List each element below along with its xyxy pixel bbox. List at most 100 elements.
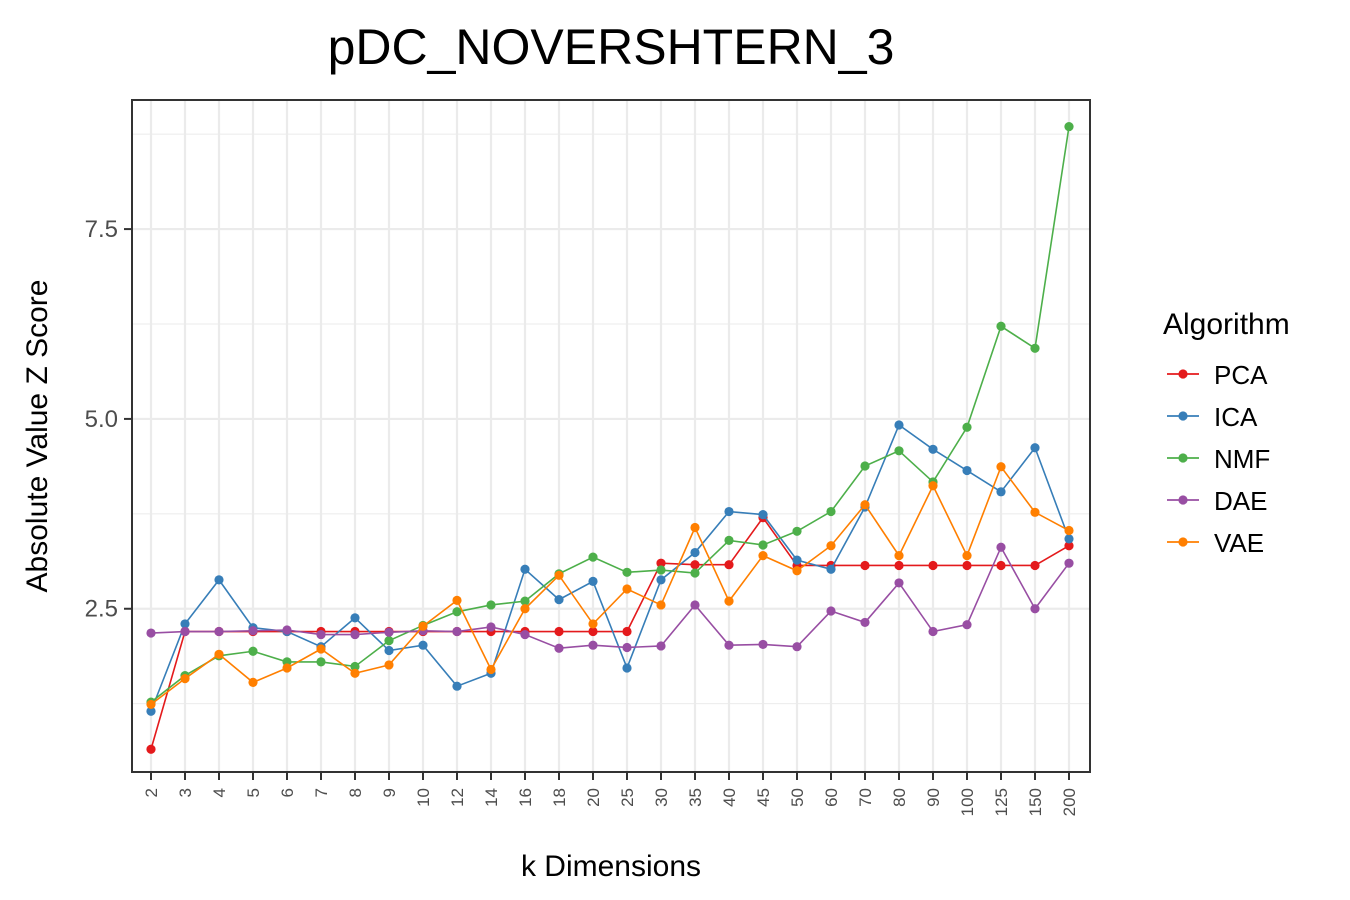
data-point-dae — [554, 643, 564, 653]
x-tick-label: 40 — [720, 788, 739, 807]
x-tick-label: 60 — [822, 788, 841, 807]
data-point-dae — [520, 629, 530, 640]
x-tick-label: 4 — [210, 788, 229, 797]
data-point-ica — [962, 465, 972, 476]
legend-title: Algorithm — [1163, 308, 1290, 341]
data-point-ica — [622, 663, 632, 673]
x-tick-label: 100 — [958, 788, 977, 816]
legend-key-point — [1178, 495, 1188, 505]
x-tick-label: 7 — [312, 788, 331, 797]
chart-title: pDC_NOVERSHTERN_3 — [328, 19, 895, 75]
data-point-vae — [622, 584, 632, 594]
x-tick-label: 20 — [584, 788, 603, 807]
data-point-dae — [792, 642, 802, 652]
data-point-dae — [724, 640, 734, 650]
data-point-ica — [180, 619, 190, 629]
x-tick-label: 125 — [992, 788, 1011, 816]
data-point-vae — [928, 481, 938, 491]
data-point-dae — [350, 629, 360, 640]
x-tick-label: 6 — [278, 788, 297, 797]
data-point-pca — [622, 626, 632, 637]
data-point-dae — [894, 578, 904, 588]
data-point-vae — [962, 550, 972, 561]
data-point-vae — [588, 619, 598, 629]
data-point-vae — [656, 600, 666, 610]
data-point-vae — [792, 566, 802, 576]
grid-minor — [132, 133, 1090, 705]
data-point-ica — [724, 506, 734, 517]
x-tick-label: 8 — [346, 788, 365, 797]
data-point-pca — [588, 626, 598, 637]
data-point-vae — [996, 462, 1006, 472]
data-point-nmf — [860, 461, 870, 471]
data-point-dae — [248, 626, 258, 636]
x-tick-label: 80 — [890, 788, 909, 807]
data-point-ica — [146, 706, 156, 716]
data-point-dae — [588, 640, 598, 650]
data-point-vae — [758, 550, 768, 561]
data-point-nmf — [962, 422, 972, 432]
data-point-vae — [350, 668, 360, 678]
data-point-ica — [690, 547, 700, 558]
data-point-nmf — [248, 646, 258, 656]
data-point-vae — [520, 604, 530, 614]
data-point-vae — [316, 644, 326, 654]
data-point-dae — [146, 628, 156, 638]
data-point-nmf — [384, 636, 394, 646]
data-point-dae — [690, 600, 700, 610]
legend-key-point — [1178, 537, 1188, 547]
legend-key-point — [1178, 453, 1188, 463]
data-point-dae — [860, 617, 870, 628]
x-tick-label: 16 — [516, 788, 535, 807]
data-point-pca — [996, 560, 1006, 571]
data-point-dae — [384, 627, 394, 637]
legend: Algorithm PCA ICA NMF DAE VAE — [1163, 308, 1290, 558]
data-point-dae — [758, 639, 768, 650]
data-point-dae — [1030, 604, 1040, 614]
x-tick-label: 25 — [618, 788, 637, 807]
data-point-ica — [1030, 443, 1040, 453]
x-tick-label: 50 — [788, 788, 807, 807]
data-point-ica — [928, 444, 938, 454]
data-point-pca — [1030, 560, 1040, 571]
data-point-nmf — [452, 607, 462, 617]
x-tick-label: 3 — [176, 788, 195, 797]
data-point-nmf — [758, 540, 768, 550]
legend-label-ica: ICA — [1214, 402, 1258, 432]
data-point-vae — [384, 660, 394, 670]
legend-label-vae: VAE — [1214, 528, 1264, 558]
data-point-ica — [520, 564, 530, 574]
data-point-dae — [282, 625, 292, 635]
data-point-dae — [486, 622, 496, 632]
data-point-nmf — [350, 661, 360, 672]
data-point-vae — [894, 550, 904, 561]
data-point-vae — [1064, 525, 1074, 536]
data-point-nmf — [486, 600, 496, 610]
data-point-vae — [554, 570, 564, 580]
x-tick-label: 2 — [142, 788, 161, 797]
data-point-nmf — [724, 535, 734, 546]
data-point-ica — [826, 564, 836, 574]
data-point-dae — [962, 620, 972, 630]
x-axis-title: k Dimensions — [521, 850, 701, 883]
data-point-pca — [146, 744, 156, 754]
series-line-ica — [150, 423, 1070, 712]
x-tick-label: 200 — [1060, 788, 1079, 816]
data-point-dae — [1064, 558, 1074, 568]
x-tick-label: 18 — [550, 788, 569, 807]
x-tick-label: 45 — [754, 788, 773, 807]
data-point-ica — [792, 555, 802, 565]
data-point-nmf — [520, 596, 530, 606]
data-point-ica — [452, 681, 462, 691]
data-point-pca — [554, 626, 564, 637]
series-line-dae — [150, 545, 1070, 650]
data-point-dae — [996, 542, 1006, 552]
data-point-nmf — [622, 567, 632, 577]
data-point-pca — [928, 560, 938, 571]
data-point-vae — [214, 649, 224, 659]
x-tick-label: 10 — [414, 788, 433, 807]
data-point-pca — [690, 560, 700, 570]
data-point-nmf — [316, 657, 326, 667]
data-point-vae — [248, 677, 258, 688]
y-axis-title: Absolute Value Z Score — [21, 280, 54, 593]
